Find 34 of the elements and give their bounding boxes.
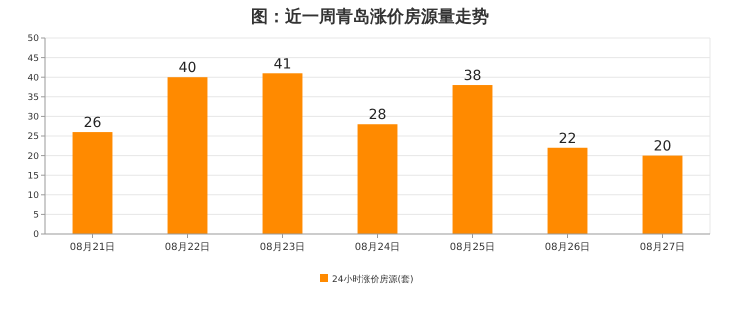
x-tick-label: 08月27日 (640, 242, 686, 253)
bar (168, 77, 208, 234)
data-label: 40 (178, 60, 196, 76)
y-tick-label: 10 (28, 190, 40, 201)
y-tick-label: 50 (28, 34, 40, 44)
chart-title: 图：近一周青岛涨价房源量走势 (251, 7, 489, 27)
data-label: 20 (654, 138, 672, 155)
bar (358, 124, 398, 234)
y-tick-label: 45 (28, 54, 39, 64)
data-label: 22 (558, 130, 576, 147)
bar (642, 156, 682, 234)
x-tick-label: 08月26日 (544, 242, 590, 253)
y-tick-label: 35 (28, 92, 39, 103)
x-tick-label: 08月24日 (354, 242, 400, 253)
data-label: 41 (274, 56, 292, 72)
data-label: 28 (368, 107, 386, 124)
x-tick-label: 08月25日 (450, 242, 496, 253)
y-tick-label: 40 (28, 73, 40, 84)
legend-label: 24小时涨价房源(套) (332, 274, 414, 285)
x-tick-label: 08月21日 (70, 242, 116, 253)
bar (262, 73, 302, 234)
y-tick-label: 20 (28, 152, 40, 162)
y-tick-label: 25 (28, 132, 39, 142)
y-tick-label: 0 (33, 230, 40, 240)
bar (548, 148, 588, 234)
x-tick-label: 08月22日 (164, 242, 210, 253)
data-label: 26 (84, 115, 102, 132)
y-tick-label: 5 (33, 210, 39, 221)
y-tick-label: 15 (28, 171, 39, 182)
bar (452, 85, 492, 234)
x-tick-label: 08月23日 (260, 242, 306, 253)
bar (72, 132, 112, 234)
y-tick-label: 30 (28, 112, 40, 123)
data-label: 38 (464, 68, 482, 84)
